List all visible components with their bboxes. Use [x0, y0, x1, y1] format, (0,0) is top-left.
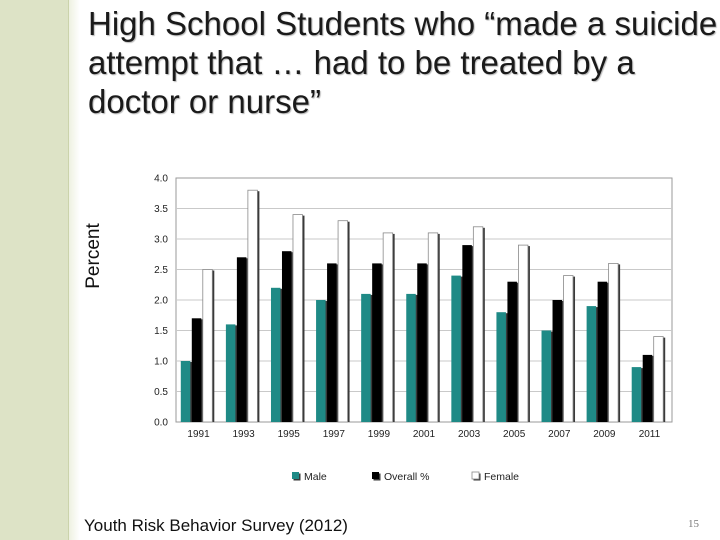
y-tick-label: 0.0: [154, 418, 168, 429]
bar-overall--1991: [191, 318, 202, 422]
bar-male-2007: [541, 330, 552, 422]
y-tick-label: 2.0: [154, 296, 168, 307]
bar-male-2011: [631, 367, 642, 422]
bar-overall--1993: [236, 257, 247, 422]
bar-male-1991: [180, 361, 191, 422]
bar-female-2009: [608, 263, 619, 423]
x-tick-label: 2005: [503, 429, 526, 440]
bar-male-1993: [225, 324, 236, 422]
legend: Male Overall % Female: [292, 471, 519, 483]
y-tick-label: 1.0: [154, 357, 168, 368]
bar-overall--1997: [327, 263, 337, 422]
bar-male-1995: [270, 287, 281, 422]
slide-title: High School Students who “made a suicide…: [88, 5, 718, 120]
bar-overall--2007: [552, 300, 563, 422]
bar-overall--1995: [281, 251, 292, 422]
side-band-edge: [68, 0, 80, 540]
bar-overall--2001: [417, 263, 427, 422]
y-tick-label: 3.5: [154, 204, 168, 215]
bar-female-2007: [563, 275, 574, 423]
x-tick-label: 1995: [278, 429, 301, 440]
bar-male-2001: [406, 293, 416, 422]
bar-male-2003: [451, 275, 461, 422]
bar-male-2009: [586, 306, 597, 422]
bar-male-1997: [316, 300, 326, 422]
y-axis-label: Percent: [83, 223, 104, 289]
bars: [180, 189, 666, 423]
x-tick-labels: 1991 1993 1995 1997 1999 2001 2003 2005 2007 2009…: [187, 429, 660, 440]
bar-female-1999: [382, 232, 394, 423]
bar-female-1993: [247, 189, 258, 423]
y-tick-labels: 0.0 0.5 1.0 1.5 2.0 2.5 3.0 3.5 4.0: [154, 174, 168, 429]
bar-chart: 0.0 0.5 1.0 1.5 2.0 2.5 3.0 3.5 4.0 1991 1993 1995…: [154, 174, 673, 483]
legend-swatch-female: [471, 471, 480, 480]
y-tick-label: 1.5: [154, 326, 168, 337]
source-citation: Youth Risk Behavior Survey (2012): [84, 516, 348, 535]
bar-female-2005: [518, 244, 529, 423]
bar-male-2005: [496, 312, 506, 422]
y-tick-label: 3.0: [154, 235, 168, 246]
legend-swatch-overall-: [372, 472, 379, 479]
x-tick-label: 2001: [413, 429, 436, 440]
x-tick-label: 2009: [593, 429, 616, 440]
bar-overall--2009: [597, 281, 608, 422]
x-tick-label: 1997: [323, 429, 346, 440]
bar-female-2001: [427, 232, 439, 423]
bar-overall--2011: [642, 354, 653, 422]
bar-overall--2003: [462, 245, 472, 422]
x-tick-label: 2007: [548, 429, 571, 440]
side-decoration-band: [0, 0, 68, 540]
y-tick-label: 0.5: [154, 387, 168, 398]
legend-label: Female: [484, 471, 519, 483]
bar-overall--2005: [507, 281, 517, 422]
bar-female-1997: [337, 220, 348, 423]
legend-label: Overall %: [384, 471, 430, 483]
x-tick-label: 2011: [639, 429, 661, 440]
x-tick-label: 1993: [233, 429, 256, 440]
y-tick-label: 4.0: [154, 174, 168, 185]
bar-female-1991: [202, 269, 213, 423]
bar-female-1995: [292, 214, 303, 423]
bar-female-2003: [472, 226, 484, 423]
x-tick-label: 1991: [187, 429, 210, 440]
legend-label: Male: [304, 471, 327, 483]
x-tick-label: 2003: [458, 429, 481, 440]
bar-overall--1999: [372, 263, 382, 422]
x-tick-label: 1999: [368, 429, 391, 440]
y-tick-label: 2.5: [154, 265, 168, 276]
bar-male-1999: [361, 293, 371, 422]
bar-female-2011: [653, 336, 664, 423]
page-number: 15: [688, 518, 699, 530]
legend-swatch-male: [292, 472, 299, 479]
